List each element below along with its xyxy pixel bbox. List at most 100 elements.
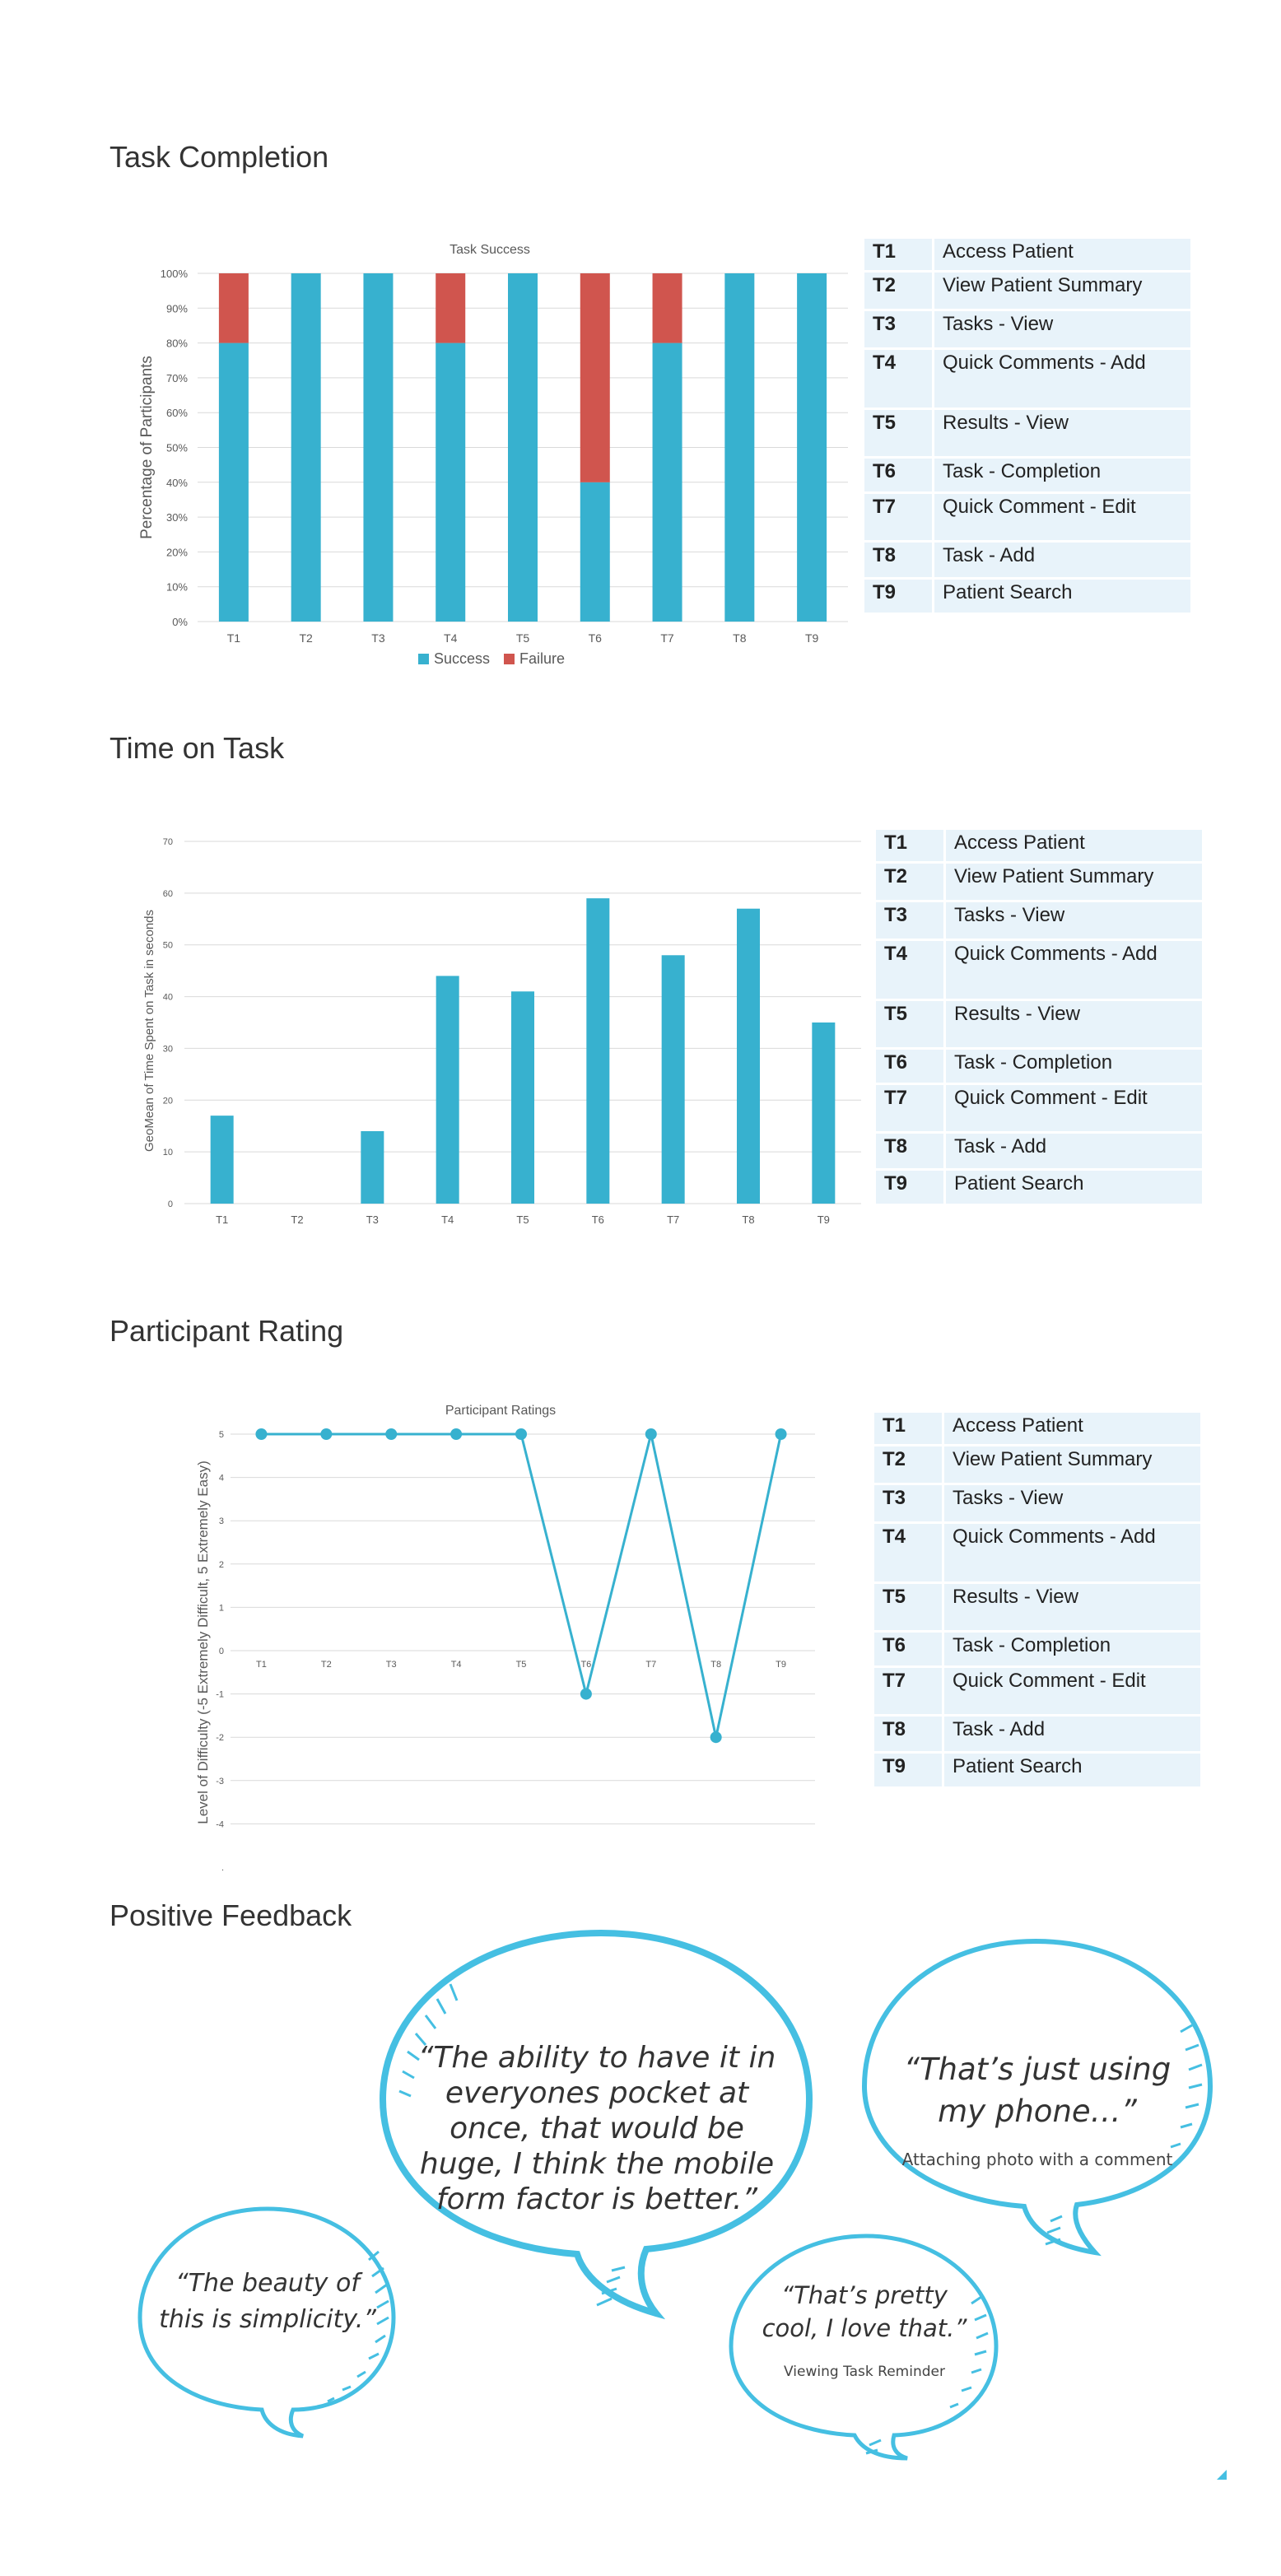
task-code: T1 [874,1413,944,1444]
task-legend-row: T5 Results - View [864,410,1190,456]
task-legend-row: T8 Task - Add [864,543,1190,577]
x-tick-label: T6 [580,1660,591,1670]
task-code: T3 [874,1485,944,1521]
y-tick-label: 80% [166,338,188,350]
bar-success [652,342,682,622]
task-name: Results - View [944,1584,1200,1630]
task-legend-row: T4 Quick Comments - Add [876,941,1202,999]
y-tick-label: 0 [219,1647,224,1656]
y-tick-label: 70% [166,372,188,384]
task-legend-row: T3 Tasks - View [876,902,1202,939]
task-legend-row: T9 Patient Search [874,1754,1200,1786]
rating-point [710,1731,722,1744]
task-code: T2 [876,864,946,900]
task-name: Task - Add [934,543,1190,577]
feedback-caption-viewing-task-reminder: Viewing Task Reminder [784,2364,945,2380]
task-legend-row: T6 Task - Completion [876,1050,1202,1083]
task-legend-row: T1 Access Patient [864,239,1190,270]
y-tick-label: 1 [219,1603,224,1613]
bar-time [661,955,685,1204]
x-tick-label: T2 [321,1660,332,1670]
y-tick-label: 2 [219,1560,224,1570]
task-legend-row: T8 Task - Add [876,1134,1202,1168]
task-code: T7 [864,494,934,540]
task-legend-row: T1 Access Patient [876,830,1202,861]
task-legend-row: T3 Tasks - View [874,1485,1200,1521]
x-tick-label: T5 [516,631,530,645]
task-name: Quick Comments - Add [944,1524,1200,1581]
y-tick-label: -3 [216,1777,224,1786]
bar-time [586,898,610,1204]
bar-success [218,342,249,622]
y-axis-label: Level of Difficulty (-5 Extremely Diffic… [195,1460,211,1824]
y-tick-label: 20 [163,1096,173,1106]
y-tick-label: -1 [216,1690,224,1700]
task-name: Task - Completion [934,459,1190,491]
task-code: T5 [874,1584,944,1630]
y-tick-label: 100% [161,268,189,280]
task-name: Access Patient [946,830,1202,861]
y-tick-label: 10 [163,1148,173,1158]
task-name: View Patient Summary [944,1446,1200,1483]
task-code: T8 [864,543,934,577]
task-name: Tasks - View [944,1485,1200,1521]
y-tick-label: 90% [166,302,188,314]
task-name: Access Patient [934,239,1190,270]
x-tick-label: T1 [227,631,241,645]
rating-point [775,1428,787,1440]
rating-point [450,1428,463,1440]
y-tick-label: 60 [163,889,173,899]
task-code: T3 [876,902,946,939]
task-legend-row: T6 Task - Completion [874,1633,1200,1665]
x-tick-label: T2 [291,1213,303,1226]
task-code: T7 [876,1085,946,1131]
y-tick-label: 30% [166,511,188,524]
x-tick-label: T2 [299,631,313,645]
task-code: T1 [876,830,946,861]
task-code: T4 [864,350,934,408]
x-tick-label: T9 [805,631,819,645]
speech-bubble-simplicity [137,2206,396,2439]
x-tick-label: T8 [710,1660,721,1670]
bar-failure [218,273,249,343]
x-tick-label: T4 [441,1213,454,1226]
task-legend-row: T5 Results - View [876,1001,1202,1047]
feedback-quote-mobile-form-factor: “The ability to have it in everyones poc… [417,2041,776,2216]
task-legend-row: T2 View Patient Summary [876,864,1202,900]
task-code: T2 [874,1446,944,1483]
section-title-time-on-task: Time on Task [109,731,285,765]
rating-line [261,1432,783,1738]
y-tick-label: . [221,1863,224,1873]
task-name: Task - Completion [946,1050,1202,1083]
task-name: Task - Add [946,1134,1202,1168]
y-tick-label: -2 [216,1733,224,1743]
x-tick-label: T9 [776,1660,786,1670]
speech-bubble-pretty-cool [729,2234,999,2461]
y-axis-label: Percentage of Participants [138,356,156,539]
task-code: T1 [864,239,934,270]
feedback-quote-pretty-cool: “That’s pretty cool, I love that.” [762,2281,967,2342]
task-legend-row: T4 Quick Comments - Add [874,1524,1200,1581]
task-code: T9 [876,1171,946,1204]
bar-success [508,273,538,622]
x-tick-label: T8 [742,1213,754,1226]
x-tick-label: T7 [667,1213,679,1226]
x-tick-label: T4 [444,631,458,645]
rating-point [645,1428,657,1440]
task-name: Quick Comments - Add [946,941,1202,999]
task-code: T4 [876,941,946,999]
task-code: T9 [864,580,934,613]
section-title-positive-feedback: Positive Feedback [109,1898,352,1932]
y-tick-label: 10% [166,581,188,594]
bar-time [737,908,760,1204]
task-name: Task - Completion [944,1633,1200,1665]
legend-label-failure: Failure [519,650,565,667]
task-name: View Patient Summary [946,864,1202,900]
bar-success [724,273,755,622]
y-tick-label: -4 [216,1819,224,1829]
task-legend-table-time: T1 Access Patient T2 View Patient Summary T3… [876,827,1202,1206]
task-code: T6 [876,1050,946,1083]
bar-failure [580,273,610,482]
speech-bubble-using-my-phone [861,1938,1213,2257]
